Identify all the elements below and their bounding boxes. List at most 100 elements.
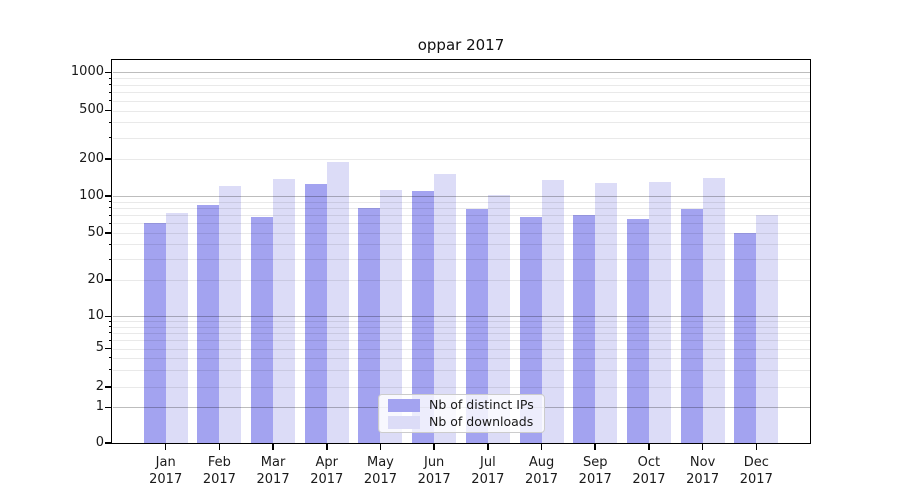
- x-tick-label: Oct 2017: [632, 455, 666, 487]
- x-tick-label: Jan 2017: [149, 455, 183, 487]
- x-tick-mark: [594, 444, 596, 450]
- y-minor-tick-mark: [108, 357, 112, 359]
- bar-downloads: [702, 177, 725, 443]
- legend: Nb of distinct IPs Nb of downloads: [378, 394, 545, 433]
- bar-distinct-ips: [251, 217, 274, 443]
- y-tick-mark: [105, 386, 112, 388]
- y-minor-tick-mark: [108, 332, 112, 334]
- y-tick-mark: [105, 232, 112, 234]
- bar-downloads: [273, 179, 296, 443]
- bar-distinct-ips: [304, 184, 327, 443]
- bar-downloads: [487, 195, 510, 443]
- legend-label-downloads: Nb of downloads: [429, 413, 534, 429]
- x-tick-mark: [272, 444, 274, 450]
- x-tick-mark: [164, 444, 167, 450]
- y-tick-mark: [105, 315, 112, 318]
- bar-downloads: [595, 182, 618, 443]
- bar-downloads: [648, 181, 671, 443]
- bar-distinct-ips: [626, 218, 649, 443]
- y-tick-label: 500: [79, 102, 104, 117]
- x-tick-label: Jul 2017: [471, 455, 505, 487]
- gridline-minor: [112, 122, 810, 124]
- y-tick-mark: [105, 347, 112, 350]
- x-tick-mark: [218, 444, 221, 450]
- bar-distinct-ips: [197, 204, 220, 443]
- x-tick-mark: [540, 444, 543, 450]
- bar-distinct-ips: [358, 207, 381, 443]
- y-tick-label: 1: [95, 399, 104, 414]
- y-tick-mark: [105, 279, 112, 281]
- gridline-minor: [112, 137, 810, 139]
- y-tick-label: 0: [95, 434, 104, 450]
- bar-downloads: [165, 212, 188, 443]
- y-minor-tick-mark: [108, 91, 112, 93]
- legend-swatch-downloads: [388, 415, 420, 429]
- y-minor-tick-mark: [108, 320, 112, 322]
- y-minor-tick-mark: [108, 100, 112, 101]
- legend-swatch-distinct-ips: [388, 398, 420, 412]
- bar-downloads: [541, 179, 564, 443]
- legend-label-distinct-ips: Nb of distinct IPs: [429, 396, 534, 412]
- bar-distinct-ips: [143, 223, 166, 443]
- y-minor-tick-mark: [108, 326, 112, 328]
- gridline-major: [112, 72, 810, 74]
- y-tick-mark: [105, 195, 112, 197]
- x-tick-mark: [487, 444, 489, 450]
- y-minor-tick-mark: [108, 201, 112, 203]
- x-tick-mark: [433, 444, 435, 450]
- y-tick-label: 1000: [70, 64, 104, 79]
- legend-item-downloads: Nb of downloads: [379, 413, 544, 429]
- y-tick-mark: [105, 406, 112, 409]
- y-minor-tick-mark: [108, 77, 112, 79]
- y-minor-tick-mark: [108, 222, 112, 224]
- bar-distinct-ips: [465, 209, 488, 443]
- y-minor-tick-mark: [108, 84, 112, 86]
- x-tick-label: Sep 2017: [578, 455, 612, 487]
- y-tick-mark: [105, 158, 112, 160]
- y-tick-label: 100: [79, 187, 104, 203]
- bar-distinct-ips: [680, 209, 703, 443]
- x-tick-label: Apr 2017: [310, 455, 344, 487]
- y-minor-tick-mark: [108, 207, 112, 209]
- y-tick-mark: [105, 71, 112, 74]
- x-tick-mark: [755, 444, 758, 450]
- bar-downloads: [756, 215, 779, 443]
- y-tick-mark: [105, 442, 112, 444]
- bar-downloads: [380, 189, 403, 443]
- bar-distinct-ips: [412, 190, 435, 443]
- x-tick-mark: [379, 444, 382, 450]
- x-tick-mark: [326, 444, 328, 450]
- y-minor-tick-mark: [108, 214, 112, 216]
- bar-downloads: [434, 173, 457, 443]
- y-minor-tick-mark: [108, 369, 112, 371]
- bar-downloads: [326, 162, 349, 443]
- gridline-minor: [112, 92, 810, 94]
- y-minor-tick-mark: [108, 137, 112, 139]
- y-minor-tick-mark: [108, 258, 112, 260]
- bar-downloads: [219, 186, 242, 443]
- y-minor-tick-mark: [108, 121, 112, 123]
- x-tick-label: Mar 2017: [256, 455, 290, 487]
- x-tick-label: Aug 2017: [524, 455, 559, 487]
- y-tick-label: 50: [87, 224, 104, 240]
- y-tick-label: 20: [87, 271, 104, 287]
- x-tick-label: Dec 2017: [739, 455, 773, 487]
- x-tick-label: Jun 2017: [417, 455, 451, 487]
- gridline-minor: [112, 100, 810, 102]
- bar-distinct-ips: [519, 217, 542, 443]
- gridline-minor: [112, 110, 810, 112]
- gridline-minor: [112, 78, 810, 80]
- y-tick-mark: [105, 109, 112, 112]
- legend-item-distinct-ips: Nb of distinct IPs: [379, 396, 544, 412]
- y-tick-label: 200: [79, 150, 104, 166]
- x-tick-label: Nov 2017: [686, 455, 720, 487]
- gridline-minor: [112, 84, 810, 86]
- x-tick-mark: [648, 444, 650, 450]
- y-tick-label: 2: [95, 378, 104, 394]
- x-tick-label: May 2017: [363, 455, 397, 487]
- bar-distinct-ips: [734, 233, 757, 443]
- gridline-minor: [112, 159, 810, 160]
- chart-title: oppar 2017: [417, 36, 505, 54]
- x-tick-mark: [701, 444, 704, 450]
